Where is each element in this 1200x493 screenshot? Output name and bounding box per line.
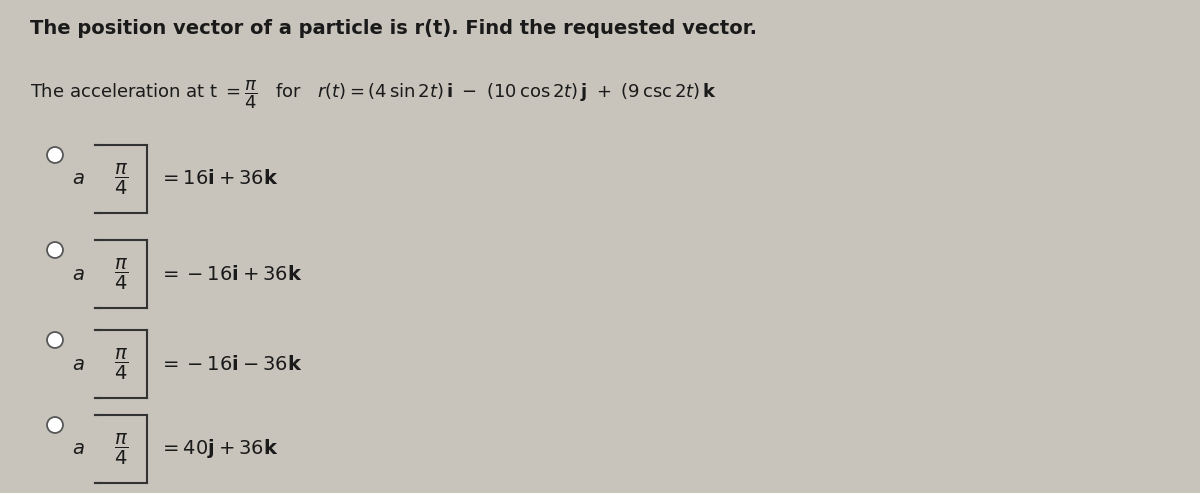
Text: $a$: $a$ <box>72 265 85 283</box>
Text: $\dfrac{\pi}{4}$: $\dfrac{\pi}{4}$ <box>114 162 128 197</box>
Text: $= 16\mathbf{i} + 36\mathbf{k}$: $= 16\mathbf{i} + 36\mathbf{k}$ <box>158 170 278 188</box>
Circle shape <box>47 332 64 348</box>
Text: $= -16\mathbf{i} - 36\mathbf{k}$: $= -16\mathbf{i} - 36\mathbf{k}$ <box>158 354 302 374</box>
Text: $a$: $a$ <box>72 439 85 458</box>
Text: $= -16\mathbf{i} + 36\mathbf{k}$: $= -16\mathbf{i} + 36\mathbf{k}$ <box>158 265 302 283</box>
Text: $\dfrac{\pi}{4}$: $\dfrac{\pi}{4}$ <box>114 347 128 382</box>
Circle shape <box>47 417 64 433</box>
Text: $\dfrac{\pi}{4}$: $\dfrac{\pi}{4}$ <box>114 256 128 291</box>
Text: $a$: $a$ <box>72 354 85 374</box>
Circle shape <box>47 147 64 163</box>
Circle shape <box>47 242 64 258</box>
Text: $\dfrac{\pi}{4}$: $\dfrac{\pi}{4}$ <box>114 431 128 466</box>
Text: $= 40\mathbf{j} + 36\mathbf{k}$: $= 40\mathbf{j} + 36\mathbf{k}$ <box>158 437 278 460</box>
Text: The acceleration at t $= \dfrac{\pi}{4}$   for   $r(t) = (4\,\sin 2t)\,\mathbf{i: The acceleration at t $= \dfrac{\pi}{4}$… <box>30 79 718 111</box>
Text: $a$: $a$ <box>72 170 85 188</box>
Text: The position vector of a particle is r(t). Find the requested vector.: The position vector of a particle is r(t… <box>30 19 757 37</box>
